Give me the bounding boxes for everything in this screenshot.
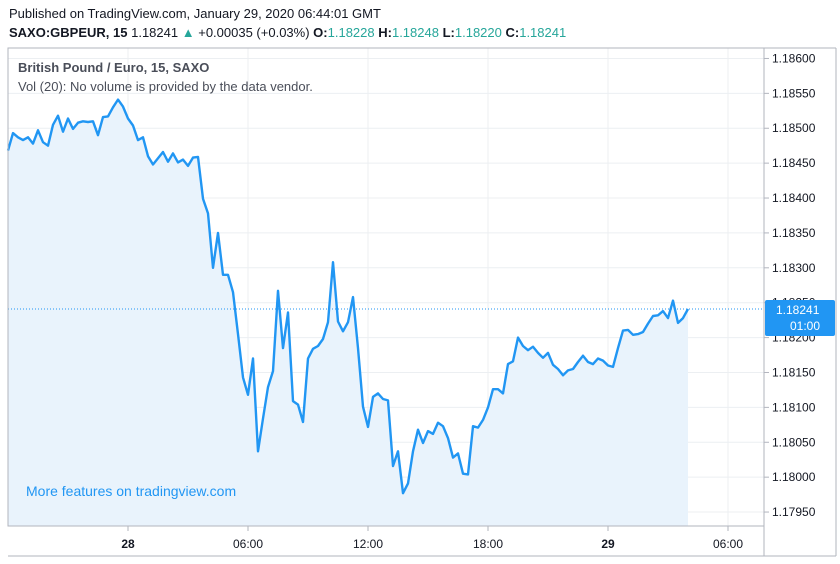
price-tag-value: 1.18241 — [776, 303, 820, 317]
price-tag-background — [765, 299, 835, 336]
last-price: 1.18241 — [131, 25, 179, 40]
change-arrow-icon: ▲ — [181, 25, 195, 40]
time-tick-label: 28 — [121, 537, 135, 551]
last-price-tag: 1.18241 01:00 — [765, 299, 835, 336]
price-tick-label: 1.18350 — [772, 226, 816, 240]
price-tick-label: 1.18450 — [772, 156, 816, 170]
price-axis[interactable]: 1.18600 1.18550 1.18500 1.18450 1.18400 1.183… — [764, 51, 816, 519]
time-tick-label: 06:00 — [713, 537, 743, 551]
price-tick-label: 1.18400 — [772, 191, 816, 205]
price-tick-label: 1.18550 — [772, 86, 816, 100]
low-label: L: — [442, 25, 455, 40]
chart-header: Published on TradingView.com, January 29… — [0, 0, 840, 46]
price-tick-label: 1.17950 — [772, 505, 816, 519]
close-label: C: — [505, 25, 520, 40]
price-tick-label: 1.18100 — [772, 400, 816, 414]
price-tick-label: 1.18000 — [772, 470, 816, 484]
change-value: +0.00035 (+0.03%) — [198, 25, 310, 40]
time-axis[interactable]: 28 06:00 12:00 18:00 29 06:00 — [121, 526, 743, 551]
price-tick-label: 1.18500 — [772, 121, 816, 135]
price-tick-label: 1.18600 — [772, 51, 816, 65]
price-tick-label: 1.18300 — [772, 261, 816, 275]
quote-line: SAXO:GBPEUR, 15 1.18241 ▲ +0.00035 (+0.0… — [9, 25, 566, 40]
volume-note: Vol (20): No volume is provided by the d… — [18, 79, 313, 94]
more-features-link[interactable]: More features on tradingview.com — [26, 483, 237, 499]
high-label: H: — [378, 25, 392, 40]
time-tick-label: 18:00 — [473, 537, 503, 551]
price-tag-countdown: 01:00 — [790, 319, 820, 333]
time-tick-label: 06:00 — [233, 537, 263, 551]
open-value: 1.18228 — [327, 25, 375, 40]
close-value: 1.18241 — [519, 25, 567, 40]
time-tick-label: 29 — [601, 537, 615, 551]
low-value: 1.18220 — [454, 25, 502, 40]
symbol-label: SAXO:GBPEUR, 15 — [9, 25, 128, 40]
open-label: O: — [313, 25, 328, 40]
published-line: Published on TradingView.com, January 29… — [9, 6, 381, 21]
price-area-fill — [8, 99, 688, 526]
time-tick-label: 12:00 — [353, 537, 383, 551]
series-title: British Pound / Euro, 15, SAXO — [18, 60, 210, 75]
price-line — [6, 98, 690, 495]
price-tick-label: 1.18150 — [772, 365, 816, 379]
high-value: 1.18248 — [391, 25, 439, 40]
price-tick-label: 1.18050 — [772, 435, 816, 449]
